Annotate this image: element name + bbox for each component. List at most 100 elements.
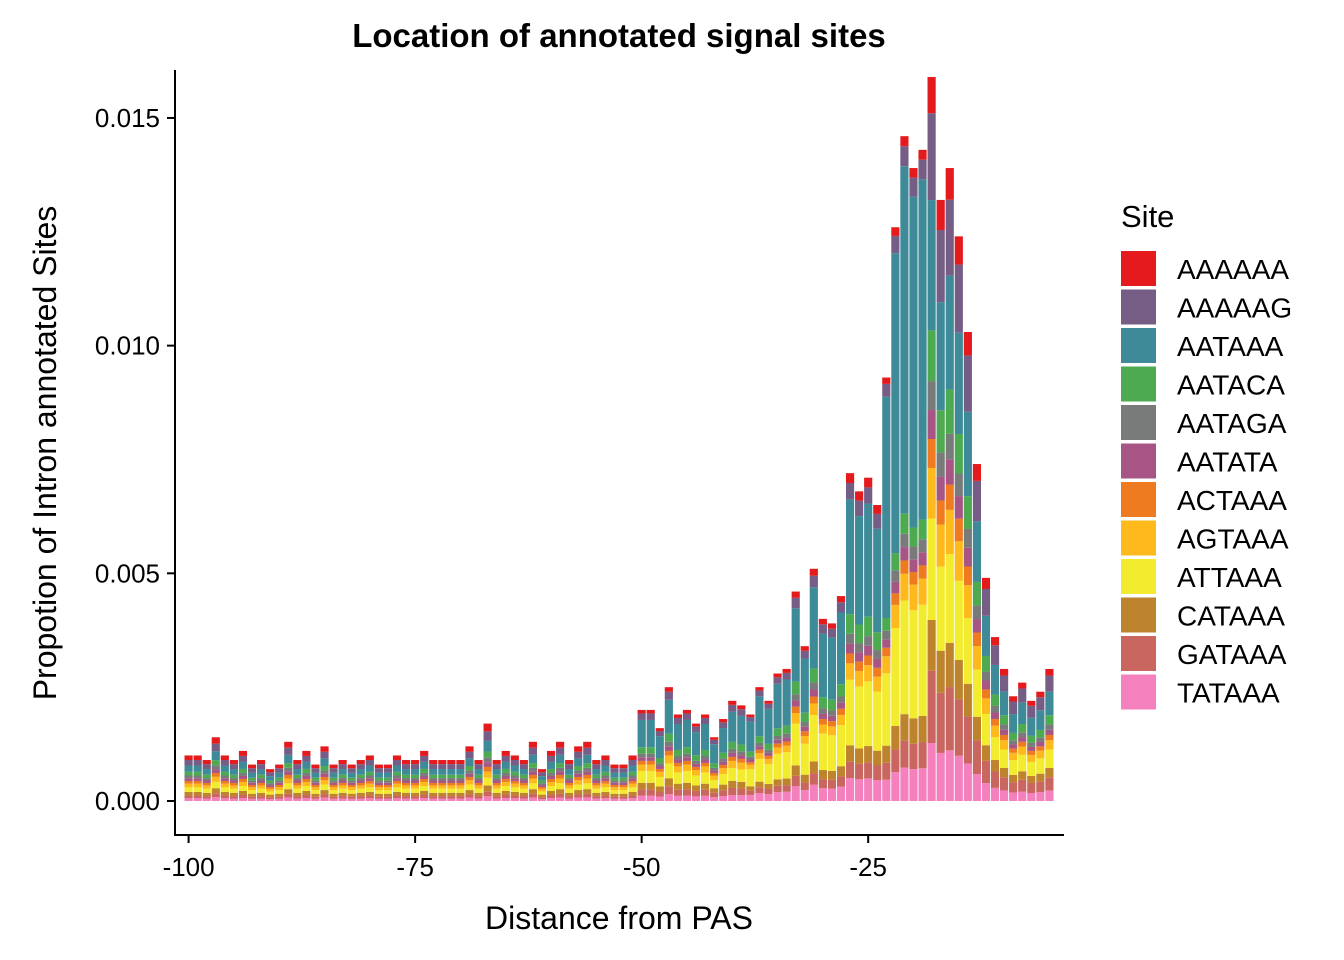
bar-segment <box>891 772 900 801</box>
bar-segment <box>392 765 402 772</box>
bar-segment <box>365 775 374 779</box>
bar-segment <box>963 355 972 412</box>
bar-segment <box>601 795 610 799</box>
bar-segment <box>836 786 846 801</box>
bar-segment <box>909 527 918 547</box>
bar-segment <box>284 741 293 748</box>
bar-segment <box>275 777 284 781</box>
bar-segment <box>818 733 827 771</box>
bar-segment <box>936 302 945 411</box>
bar-segment <box>1018 746 1027 755</box>
bar-segment <box>610 772 619 778</box>
legend-label: ATTAAA <box>1177 562 1282 593</box>
bar-segment <box>719 764 728 769</box>
bar-segment <box>474 798 483 801</box>
bar-segment <box>311 782 320 785</box>
bar-segment <box>574 776 583 781</box>
bar-segment <box>184 798 193 801</box>
bar-segment <box>710 775 719 780</box>
bar-segment <box>945 554 954 643</box>
bar-segment <box>356 774 365 779</box>
bar-segment <box>918 179 927 520</box>
bar-segment <box>691 726 701 733</box>
bar-segment <box>864 645 873 656</box>
bar-segment <box>981 783 991 801</box>
bar-segment <box>954 755 963 801</box>
bar-segment <box>510 755 519 761</box>
bar-segment <box>963 716 972 764</box>
bar-segment <box>347 796 356 799</box>
bar-segment <box>247 777 257 781</box>
bar-segment <box>845 643 855 654</box>
bar-segment <box>737 758 746 763</box>
bar-segment <box>519 792 528 797</box>
bar-segment <box>891 726 900 750</box>
bar-segment <box>438 769 447 775</box>
bar-segment <box>302 768 311 773</box>
bar-segment <box>918 768 927 801</box>
bar-segment <box>583 747 592 755</box>
bar-segment <box>383 784 393 788</box>
bar-segment <box>818 697 827 709</box>
bar-stack <box>818 618 827 801</box>
bar-segment <box>746 794 755 801</box>
bar-stack <box>193 755 202 801</box>
bar-segment <box>383 793 393 797</box>
bar-segment <box>818 770 827 780</box>
bar-segment <box>1009 782 1018 793</box>
bar-segment <box>411 798 420 801</box>
bar-segment <box>229 760 238 765</box>
bar-segment <box>637 753 646 758</box>
bar-stack <box>664 687 673 801</box>
bar-segment <box>954 496 963 519</box>
bar-segment <box>845 633 855 644</box>
bar-segment <box>356 769 365 775</box>
bar-segment <box>673 724 682 750</box>
bar-segment <box>827 628 837 638</box>
bar-segment <box>1036 746 1045 751</box>
bar-segment <box>954 699 963 756</box>
bar-segment <box>891 604 900 629</box>
bar-segment <box>1027 754 1036 762</box>
bar-segment <box>710 744 719 764</box>
bar-segment <box>746 764 755 769</box>
bar-segment <box>990 719 1000 726</box>
bar-segment <box>565 778 574 781</box>
bar-segment <box>293 796 302 799</box>
bar-segment <box>338 778 347 781</box>
bar-segment <box>855 624 864 644</box>
bar-segment <box>791 681 800 695</box>
bar-segment <box>311 798 320 801</box>
bar-segment <box>574 790 583 795</box>
bar-segment <box>383 782 393 785</box>
bar-segment <box>556 771 565 775</box>
bar-segment <box>320 790 329 795</box>
bar-stack <box>546 750 556 801</box>
bar-segment <box>601 791 610 796</box>
bar-segment <box>465 794 474 798</box>
bar-segment <box>719 784 728 791</box>
bar-segment <box>637 782 646 790</box>
bar-segment <box>1018 724 1027 733</box>
bar-segment <box>447 760 456 765</box>
bar-segment <box>329 782 338 785</box>
legend-label: AATAGA <box>1177 408 1287 439</box>
bar-segment <box>211 776 220 782</box>
bar-segment <box>1009 744 1018 749</box>
bar-segment <box>592 774 601 779</box>
bar-segment <box>845 679 855 746</box>
bar-stack <box>465 746 474 801</box>
y-tick-label: 0.010 <box>95 331 160 361</box>
bar-segment <box>972 605 981 620</box>
bar-segment <box>972 581 981 606</box>
bar-segment <box>438 782 447 786</box>
bar-stack <box>610 764 619 801</box>
bar-segment <box>583 741 592 748</box>
bar-segment <box>1009 701 1018 715</box>
bar-segment <box>827 715 837 722</box>
bar-segment <box>782 725 791 734</box>
bar-segment <box>963 566 972 586</box>
bar-segment <box>429 798 438 801</box>
bar-segment <box>936 692 945 753</box>
bar-segment <box>347 793 356 797</box>
